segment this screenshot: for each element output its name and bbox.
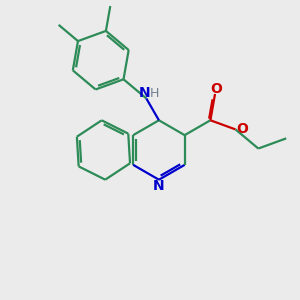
Text: N: N xyxy=(153,179,165,193)
Text: O: O xyxy=(236,122,248,136)
Text: N: N xyxy=(139,86,151,100)
Text: H: H xyxy=(150,86,159,100)
Text: O: O xyxy=(211,82,223,96)
